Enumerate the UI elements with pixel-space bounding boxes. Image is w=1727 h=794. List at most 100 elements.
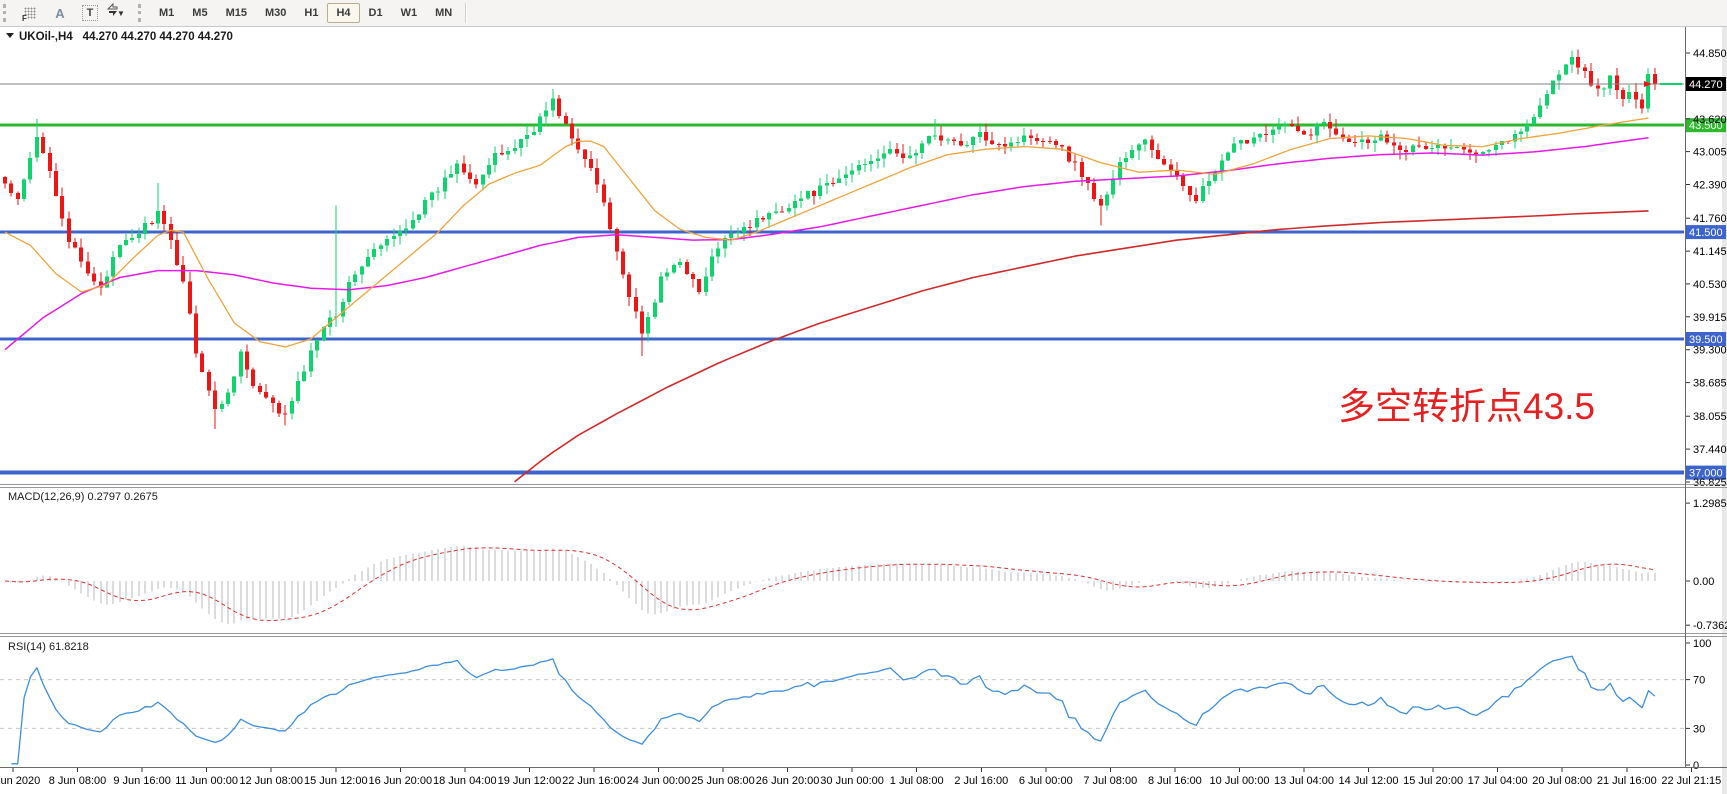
candle-body — [35, 136, 39, 158]
time-tick-label: 10 Jul 00:00 — [1210, 775, 1270, 787]
candle-body — [1315, 124, 1319, 136]
timeframe-button-w1[interactable]: W1 — [400, 7, 418, 19]
candle-body — [564, 116, 568, 124]
candle-body — [920, 143, 924, 153]
timeframe-button-h4[interactable]: H4 — [327, 3, 360, 23]
horizontal-levels-layer[interactable] — [0, 123, 1684, 475]
candle-body — [16, 193, 20, 200]
price-tick-label: 43.620 — [1693, 114, 1727, 126]
current-price-label: 44.270 — [1689, 79, 1723, 91]
candle-body — [92, 273, 96, 282]
candle-body — [1424, 146, 1428, 149]
candle-body — [1290, 124, 1294, 126]
candle-body — [1366, 139, 1370, 143]
candle-body — [162, 211, 166, 225]
time-tick-label: 13 Jul 04:00 — [1274, 775, 1334, 787]
macd-tick-label: -0.7362 — [1693, 620, 1727, 632]
candle-body — [691, 273, 695, 280]
candle-body — [653, 302, 657, 317]
candle-body — [1175, 170, 1179, 176]
candle-body — [984, 132, 988, 141]
candle-body — [290, 401, 294, 414]
main-price-panel[interactable] — [3, 49, 1657, 483]
chart-grid-tool-button[interactable]: F — [15, 3, 45, 23]
candle-body — [634, 297, 638, 312]
candle-body — [481, 174, 485, 185]
timeframe-button-d1[interactable]: D1 — [368, 7, 383, 19]
candles-layer — [3, 49, 1657, 429]
rsi-tick-label: 0 — [1693, 760, 1699, 772]
time-tick-label: 22 Jul 21:15 — [1661, 775, 1721, 787]
candle-body — [1029, 135, 1033, 138]
text-label-tool-button[interactable]: A — [45, 3, 75, 23]
candle-body — [449, 173, 453, 178]
timeframe-button-m15[interactable]: M15 — [225, 7, 247, 19]
candle-body — [315, 339, 319, 351]
candle-body — [1041, 141, 1045, 142]
candle-body — [1341, 134, 1345, 139]
candle-body — [455, 163, 459, 174]
candle-body — [1162, 158, 1166, 165]
toolbar-grip[interactable] — [3, 4, 11, 22]
candle-body — [1360, 139, 1364, 143]
candle-body — [1596, 85, 1600, 89]
chart-title: UKOil-,H4 44.270 44.270 44.270 44.270 — [19, 31, 233, 43]
candle-body — [1124, 157, 1128, 163]
candle-body — [888, 149, 892, 154]
candle-body — [283, 413, 287, 415]
text-box-tool-button[interactable]: T — [75, 3, 105, 23]
chart-annotation-text[interactable]: 多空转折点43.5 — [1338, 386, 1595, 427]
price-tick-label: 39.300 — [1693, 345, 1727, 357]
candle-body — [462, 163, 466, 173]
dropdown-caret-icon[interactable]: ▼ — [117, 8, 125, 18]
candle-body — [825, 182, 829, 186]
panel-separators[interactable] — [0, 27, 1727, 768]
timeframe-button-m1[interactable]: M1 — [159, 7, 175, 19]
candle-body — [41, 136, 45, 153]
candle-body — [430, 192, 434, 201]
chart-menu-triangle-icon[interactable] — [6, 33, 14, 38]
candle-body — [837, 178, 841, 184]
current-price-box — [1686, 77, 1726, 91]
candle-body — [761, 217, 765, 220]
candle-body — [621, 251, 625, 275]
candle-body — [54, 170, 58, 196]
candle-body — [86, 261, 90, 274]
arrows-tool-button[interactable]: ▼ — [105, 3, 135, 23]
candle-body — [194, 313, 198, 354]
price-tick-label: 43.005 — [1693, 147, 1727, 159]
candle-body — [736, 232, 740, 234]
candle-body — [583, 149, 587, 159]
ohlc-quote: 44.270 44.270 44.270 44.270 — [83, 31, 233, 43]
candle-body — [181, 264, 185, 282]
candle-body — [1646, 74, 1650, 109]
candle-body — [608, 202, 612, 230]
timeframe-button-m5[interactable]: M5 — [192, 7, 208, 19]
candle-body — [1455, 147, 1459, 148]
toolbar-grip-2[interactable] — [138, 4, 146, 22]
candle-body — [1608, 75, 1612, 89]
toolbar-separator — [465, 3, 468, 23]
candle-body — [1003, 144, 1007, 147]
candle-body — [73, 241, 77, 248]
candle-body — [143, 222, 147, 234]
candle-body — [576, 138, 580, 150]
candle-body — [1583, 67, 1587, 72]
time-tick-label: 1 Jul 08:00 — [890, 775, 944, 787]
chart-background — [0, 27, 1727, 794]
timeframe-button-mn[interactable]: MN — [435, 7, 453, 19]
candle-body — [1417, 145, 1421, 147]
candle-body — [417, 214, 421, 220]
candle-body — [818, 185, 822, 196]
price-tick-label: 38.685 — [1693, 378, 1727, 390]
timeframe-button-h1[interactable]: H1 — [304, 7, 319, 19]
macd-panel[interactable] — [4, 545, 1656, 624]
right-edge-strip — [1722, 27, 1727, 794]
rsi-panel[interactable] — [0, 655, 1684, 765]
candle-body — [513, 147, 517, 152]
candle-body — [1627, 92, 1631, 99]
candle-body — [997, 143, 1001, 145]
candle-body — [220, 403, 224, 409]
timeframe-button-m30[interactable]: M30 — [264, 7, 287, 19]
